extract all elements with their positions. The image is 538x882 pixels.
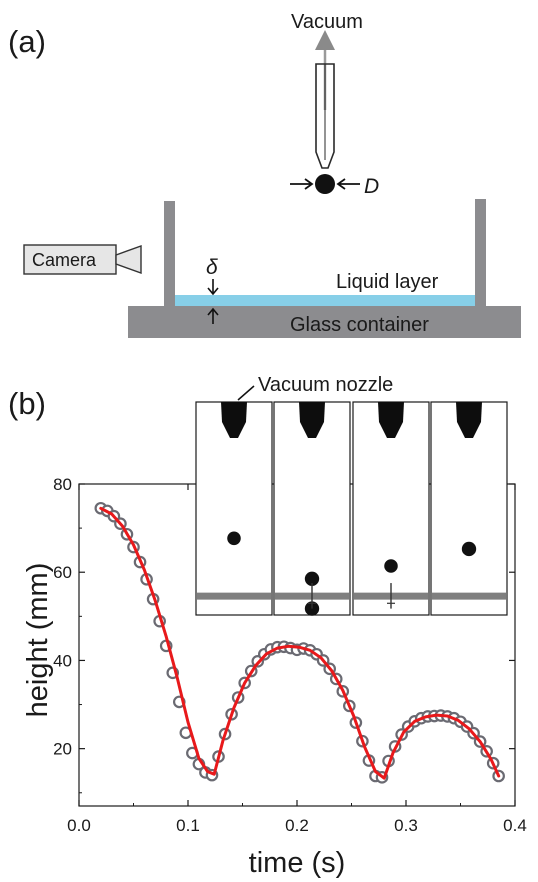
- container-wall-left: [164, 201, 175, 307]
- panel-b: (b) 0.0 0.1 0.2 0.3 0.4 20 40 60 80 time (s) he…: [8, 374, 527, 879]
- y-tick-label: 80: [53, 475, 72, 494]
- x-tick-label: 0.4: [503, 816, 527, 835]
- y-tick-label: 60: [53, 563, 72, 582]
- thickness-label: δ: [206, 256, 218, 279]
- y-tick-label: 20: [53, 740, 72, 759]
- x-tick-label: 0.3: [394, 816, 418, 835]
- inset-frame: [353, 402, 429, 615]
- liquid-label: Liquid layer: [336, 271, 439, 293]
- container-label: Glass container: [290, 314, 429, 336]
- x-axis-label: time (s): [249, 847, 346, 879]
- inset-photos: [196, 402, 507, 616]
- inset-frame: [274, 402, 350, 616]
- container-wall-right: [475, 199, 486, 307]
- diameter-arrow-right-icon: [338, 179, 360, 189]
- liquid-layer: [175, 295, 475, 306]
- liquid-surface: [197, 593, 271, 600]
- panel-b-label: (b): [8, 386, 46, 421]
- droplet: [227, 532, 241, 546]
- panel-a: (a) Vacuum D Liquid layer Glass containe…: [8, 11, 521, 338]
- droplet-icon: [315, 174, 335, 194]
- nozzle-inset-label: Vacuum nozzle: [258, 374, 393, 396]
- nozzle-pointer-line: [238, 386, 254, 400]
- y-tick-label: 40: [53, 651, 72, 670]
- diameter-label: D: [364, 175, 379, 198]
- inset-frame: [196, 402, 272, 615]
- x-tick-labels: 0.0 0.1 0.2 0.3 0.4: [67, 816, 527, 835]
- x-tick-label: 0.0: [67, 816, 91, 835]
- droplet: [462, 542, 476, 556]
- thickness-arrow-down-icon: [208, 279, 218, 294]
- inset-frame: [431, 402, 507, 615]
- droplet: [384, 559, 398, 573]
- vacuum-label: Vacuum: [291, 11, 363, 33]
- panel-a-label: (a): [8, 24, 46, 59]
- y-tick-labels: 20 40 60 80: [53, 475, 72, 759]
- y-axis-label: height (mm): [22, 563, 54, 718]
- camera-label: Camera: [32, 250, 97, 270]
- x-tick-label: 0.1: [176, 816, 200, 835]
- x-tick-label: 0.2: [285, 816, 309, 835]
- liquid-surface: [432, 593, 506, 600]
- diameter-arrow-left-icon: [290, 179, 312, 189]
